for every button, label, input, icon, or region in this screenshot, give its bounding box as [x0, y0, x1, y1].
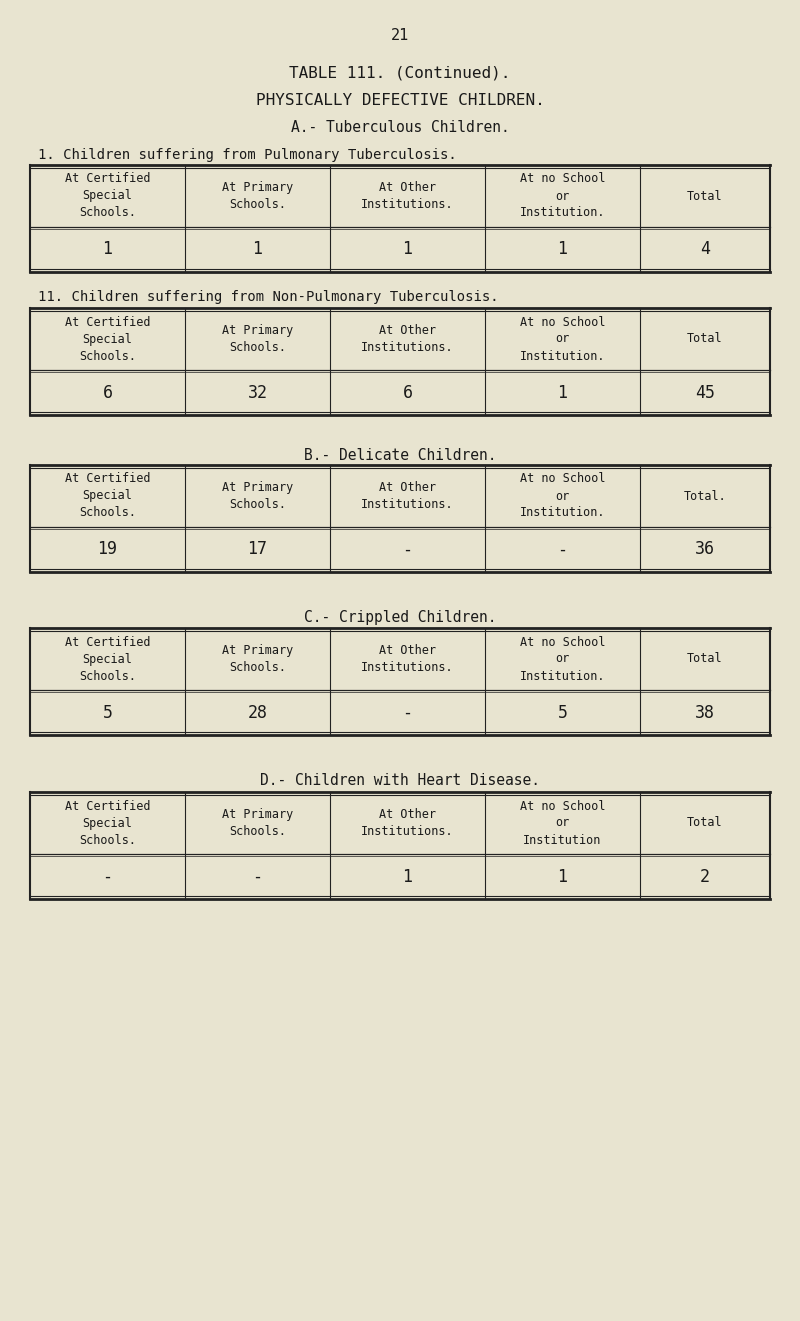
Text: 6: 6: [102, 383, 113, 402]
Text: 1: 1: [558, 383, 567, 402]
Text: At Primary
Schools.: At Primary Schools.: [222, 324, 293, 354]
Text: -: -: [402, 540, 413, 559]
Text: At Primary
Schools.: At Primary Schools.: [222, 481, 293, 511]
Text: At Primary
Schools.: At Primary Schools.: [222, 181, 293, 211]
Text: 1: 1: [402, 868, 413, 885]
Text: 19: 19: [98, 540, 118, 559]
Text: At Certified
Special
Schools.: At Certified Special Schools.: [65, 635, 150, 683]
Text: 4: 4: [700, 240, 710, 259]
Text: TABLE 111. (Continued).: TABLE 111. (Continued).: [290, 65, 510, 81]
Text: A.- Tuberculous Children.: A.- Tuberculous Children.: [290, 120, 510, 135]
Text: At Certified
Special
Schools.: At Certified Special Schools.: [65, 799, 150, 847]
Text: At Other
Institutions.: At Other Institutions.: [361, 645, 454, 674]
Text: At no School
or
Institution.: At no School or Institution.: [520, 316, 606, 362]
Text: C.- Crippled Children.: C.- Crippled Children.: [304, 610, 496, 625]
Text: -: -: [402, 704, 413, 721]
Text: 1: 1: [558, 240, 567, 259]
Text: At Certified
Special
Schools.: At Certified Special Schools.: [65, 173, 150, 219]
Text: 6: 6: [402, 383, 413, 402]
Text: 28: 28: [247, 704, 267, 721]
Text: Total: Total: [687, 653, 723, 666]
Text: 2: 2: [700, 868, 710, 885]
Text: PHYSICALLY DEFECTIVE CHILDREN.: PHYSICALLY DEFECTIVE CHILDREN.: [256, 92, 544, 108]
Text: 36: 36: [695, 540, 715, 559]
Text: At no School
or
Institution: At no School or Institution: [520, 799, 606, 847]
Text: 5: 5: [558, 704, 567, 721]
Text: At Other
Institutions.: At Other Institutions.: [361, 808, 454, 838]
Text: At no School
or
Institution.: At no School or Institution.: [520, 173, 606, 219]
Text: 17: 17: [247, 540, 267, 559]
Text: 38: 38: [695, 704, 715, 721]
Text: At Other
Institutions.: At Other Institutions.: [361, 324, 454, 354]
Text: -: -: [558, 540, 567, 559]
Text: 1: 1: [558, 868, 567, 885]
Text: 1: 1: [253, 240, 262, 259]
Text: At Certified
Special
Schools.: At Certified Special Schools.: [65, 473, 150, 519]
Text: D.- Children with Heart Disease.: D.- Children with Heart Disease.: [260, 773, 540, 789]
Text: -: -: [253, 868, 262, 885]
Text: -: -: [102, 868, 113, 885]
Text: At Primary
Schools.: At Primary Schools.: [222, 645, 293, 674]
Text: 21: 21: [391, 28, 409, 44]
Text: B.- Delicate Children.: B.- Delicate Children.: [304, 448, 496, 462]
Text: 1: 1: [402, 240, 413, 259]
Text: Total: Total: [687, 816, 723, 830]
Text: 1: 1: [102, 240, 113, 259]
Text: 32: 32: [247, 383, 267, 402]
Text: At Other
Institutions.: At Other Institutions.: [361, 181, 454, 211]
Text: At Other
Institutions.: At Other Institutions.: [361, 481, 454, 511]
Text: 11. Children suffering from Non-Pulmonary Tuberculosis.: 11. Children suffering from Non-Pulmonar…: [38, 291, 498, 304]
Text: At no School
or
Institution.: At no School or Institution.: [520, 635, 606, 683]
Text: Total.: Total.: [684, 490, 726, 502]
Text: Total: Total: [687, 189, 723, 202]
Text: At Primary
Schools.: At Primary Schools.: [222, 808, 293, 838]
Text: 5: 5: [102, 704, 113, 721]
Text: At Certified
Special
Schools.: At Certified Special Schools.: [65, 316, 150, 362]
Text: 1. Children suffering from Pulmonary Tuberculosis.: 1. Children suffering from Pulmonary Tub…: [38, 148, 457, 162]
Text: 45: 45: [695, 383, 715, 402]
Text: At no School
or
Institution.: At no School or Institution.: [520, 473, 606, 519]
Text: Total: Total: [687, 333, 723, 346]
